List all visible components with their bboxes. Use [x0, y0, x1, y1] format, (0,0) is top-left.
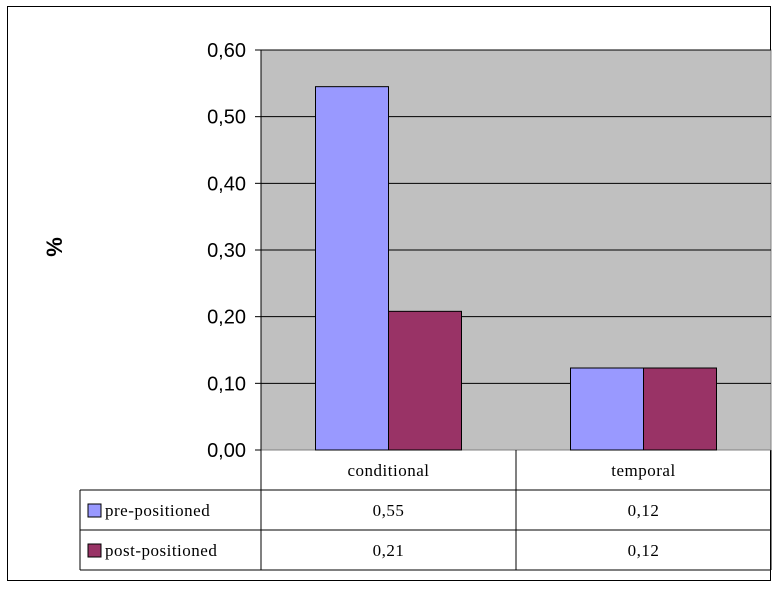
x-tick-label: conditional — [348, 461, 430, 480]
y-tick-label: 0,30 — [207, 240, 246, 262]
bars — [315, 86, 717, 451]
legend-entry: pre-positioned — [105, 501, 210, 520]
legend-swatch — [87, 543, 102, 558]
data-label: 0,12 — [628, 541, 660, 560]
y-tick-label: 0,50 — [207, 107, 246, 129]
bar-post-positioned-conditional — [388, 310, 462, 451]
bar-pre-positioned-temporal — [570, 367, 644, 451]
bar-pre-positioned-conditional — [315, 86, 389, 451]
y-tick-label: 0,10 — [207, 373, 246, 395]
y-axis-label: % — [42, 237, 67, 257]
y-tick-label: 0,40 — [207, 173, 246, 195]
y-axis: 0,00 0,10 0,20 0,30 0,40 0,50 0,60 — [207, 40, 262, 462]
data-label: 0,12 — [628, 501, 660, 520]
y-tick-label: 0,00 — [207, 440, 246, 462]
data-label: 0,21 — [373, 541, 405, 560]
legend-swatch — [87, 503, 102, 518]
legend-entry: post-positioned — [105, 541, 217, 560]
y-tick-label: 0,20 — [207, 307, 246, 329]
data-label: 0,55 — [373, 501, 405, 520]
x-tick-label: temporal — [611, 461, 675, 480]
bar-post-positioned-temporal — [643, 367, 717, 451]
y-tick-label: 0,60 — [207, 40, 246, 62]
data-table: conditional temporal pre-positioned 0,55 0,1… — [79, 450, 772, 571]
